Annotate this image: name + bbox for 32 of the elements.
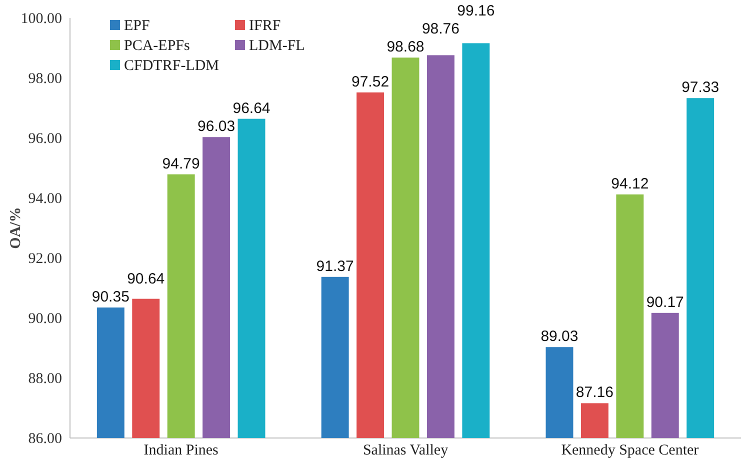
y-tick-label: 92.00 — [28, 250, 62, 267]
legend-label: PCA-EPFs — [124, 38, 190, 54]
data-label: 97.52 — [352, 73, 390, 90]
data-label: 87.16 — [576, 384, 614, 402]
y-tick-label: 88.00 — [28, 370, 62, 387]
data-label: 94.12 — [611, 175, 649, 192]
x-tick-label: Indian Pines — [144, 442, 219, 459]
legend-label: LDM-FL — [249, 38, 305, 54]
data-label: 98.68 — [386, 38, 424, 56]
data-label: 94.79 — [162, 155, 200, 172]
y-tick-label: 96.00 — [28, 130, 62, 147]
data-label: 99.16 — [457, 2, 495, 20]
data-label: 96.64 — [232, 100, 270, 117]
y-tick-label: 100.00 — [20, 10, 62, 27]
y-tick-label: 98.00 — [28, 70, 62, 87]
y-tick-label: 90.00 — [28, 310, 62, 327]
data-label: 98.76 — [422, 20, 460, 38]
y-tick-label: 94.00 — [28, 190, 62, 207]
x-tick-label: Kennedy Space Center — [561, 442, 699, 459]
data-label: 90.35 — [92, 288, 130, 306]
data-label: 90.64 — [127, 270, 165, 288]
y-axis-title: OA/% — [8, 207, 24, 249]
legend-label: EPF — [124, 18, 150, 34]
data-label: 96.03 — [198, 118, 236, 136]
legend-label: CFDTRF-LDM — [124, 58, 220, 74]
data-label: 90.17 — [646, 294, 684, 311]
y-tick-label: 86.00 — [28, 430, 62, 447]
data-label: 89.03 — [540, 328, 578, 346]
data-label: 97.33 — [682, 79, 720, 96]
legend-label: IFRF — [249, 18, 281, 34]
x-tick-label: Salinas Valley — [362, 442, 449, 459]
data-label: 91.37 — [316, 258, 354, 275]
